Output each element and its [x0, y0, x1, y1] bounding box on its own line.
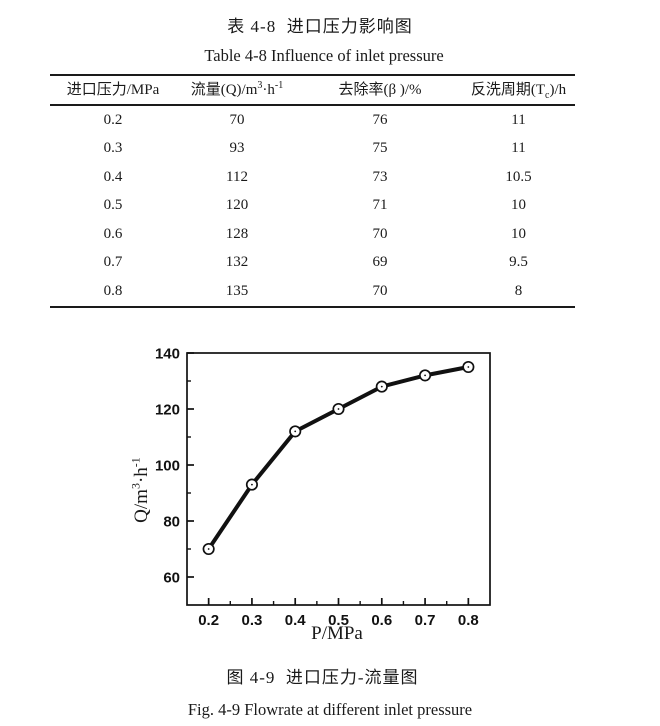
column-header-label: 流量(Q)/m: [190, 81, 258, 98]
table-cell: 0.3: [103, 140, 123, 157]
table-cell: 73: [372, 168, 388, 185]
table-cell: 0.4: [103, 168, 123, 185]
x-tick-label: 0.5: [328, 612, 349, 629]
data-line: [206, 365, 471, 551]
table-cell: 112: [226, 168, 248, 185]
subscript: c: [545, 89, 550, 101]
data-table: 进口压力/MPa 流量(Q)/m3·h-1 去除率(β )/% 反洗周期(Tc)…: [50, 74, 575, 308]
figure-caption-zh: 图 4-9 进口压力-流量图: [226, 668, 419, 687]
y-tick-label: 120: [155, 402, 180, 419]
column-header-backwash-period: 反洗周期(Tc)/h: [462, 81, 575, 101]
table-cell: 132: [225, 254, 249, 271]
table-cell: 11: [511, 111, 526, 128]
table-title-en: Table 4-8 Influence of inlet pressure: [204, 46, 444, 65]
y-tick-label: 140: [155, 346, 180, 363]
chart-canvas: 60 80 100 120 140 0.2 0.3 0.4 0.5 0.6 0.7 0.8: [155, 346, 491, 629]
figure-caption-en: Fig. 4-9 Flowrate at different inlet pre…: [187, 700, 473, 719]
column-header-removal-rate: 去除率(β )/%: [298, 81, 462, 98]
flowrate-chart: 60 80 100 120 140 0.2 0.3 0.4 0.5 0.6 0.7 0.8 Q/m3·…: [128, 335, 510, 655]
x-tick-label: 0.7: [415, 612, 436, 629]
superscript: -1: [128, 457, 143, 468]
table-cell: 70: [229, 111, 245, 128]
x-tick-label: 0.2: [198, 612, 219, 629]
x-tick-label: 0.3: [241, 612, 262, 629]
table-row: 0.3 93 75 11: [50, 135, 575, 164]
data-point-center-dot: [424, 374, 426, 377]
superscript: -1: [274, 79, 284, 91]
data-point-center-dot: [251, 483, 253, 486]
y-tick-label: 60: [163, 570, 180, 587]
column-header-inlet-pressure: 进口压力/MPa: [50, 81, 176, 98]
table-cell: 10: [511, 225, 526, 242]
table-cell: 135: [225, 282, 249, 299]
table-header-row: 进口压力/MPa 流量(Q)/m3·h-1 去除率(β )/% 反洗周期(Tc)…: [50, 76, 575, 106]
table-cell: 8: [514, 282, 523, 299]
table-title-zh: 表 4-8 进口压力影响图: [227, 17, 413, 36]
column-header-label: )/h: [549, 81, 567, 98]
y-axis-label-text: Q/m: [131, 489, 152, 523]
table-cell: 11: [511, 140, 526, 157]
table-row: 0.2 70 76 11: [50, 106, 575, 135]
table-body: 0.2 70 76 11 0.3 93 75 11 0.4 112 73 10.5 0.5 120 71 10…: [50, 106, 575, 306]
table-cell: 10: [511, 197, 526, 214]
table-cell: 0.2: [103, 111, 123, 128]
table-cell: 10.5: [505, 168, 532, 185]
x-tick-label: 0.8: [458, 612, 479, 629]
y-tick-label: 80: [163, 514, 180, 531]
y-tick-label: 100: [155, 458, 180, 475]
axis-box: [186, 352, 491, 606]
table-cell: 70: [372, 282, 388, 299]
data-point-center-dot: [294, 430, 297, 433]
table-cell: 0.5: [103, 197, 123, 214]
x-tick-label: 0.6: [371, 612, 392, 629]
data-point-center-dot: [207, 548, 210, 550]
column-header-label: ·h: [262, 81, 275, 98]
table-row: 0.4 112 73 10.5: [50, 163, 575, 192]
column-header-label: 去除率(β )/%: [338, 81, 422, 98]
column-header-label: 反洗周期(T: [470, 81, 546, 98]
table-cell: 75: [372, 140, 388, 157]
table-cell: 76: [372, 111, 388, 128]
table-cell: 0.8: [103, 282, 123, 299]
table-cell: 120: [225, 197, 249, 214]
superscript: 3: [128, 483, 143, 490]
table-cell: 0.6: [103, 225, 123, 242]
y-axis-label: Q/m3·h-1: [128, 415, 153, 565]
table-cell: 71: [372, 197, 388, 214]
table-cell: 128: [225, 225, 249, 242]
table-row: 0.8 135 70 8: [50, 277, 575, 306]
data-point-center-dot: [380, 385, 383, 388]
table-row: 0.7 132 69 9.5: [50, 249, 575, 278]
column-header-flowrate: 流量(Q)/m3·h-1: [176, 79, 298, 98]
table-cell: 70: [372, 225, 388, 242]
table-cell: 0.7: [103, 254, 123, 271]
table-cell: 9.5: [509, 254, 528, 271]
table-row: 0.5 120 71 10: [50, 192, 575, 221]
table-cell: 93: [229, 140, 245, 157]
x-tick-label: 0.4: [285, 612, 307, 629]
y-axis-label-text: ·h: [131, 467, 152, 484]
x-axis-label: P/MPa: [311, 623, 363, 644]
table-row: 0.6 128 70 10: [50, 220, 575, 249]
data-point-center-dot: [467, 366, 470, 368]
superscript: 3: [257, 79, 263, 91]
column-header-label: 进口压力/MPa: [66, 81, 160, 98]
table-cell: 69: [372, 254, 388, 271]
data-point-center-dot: [337, 408, 340, 410]
